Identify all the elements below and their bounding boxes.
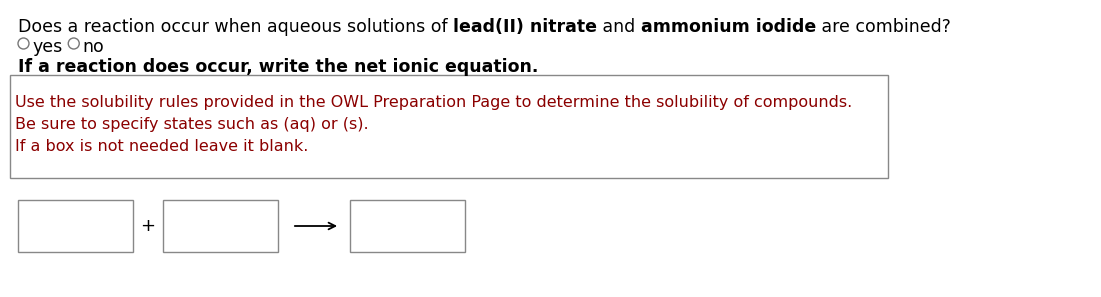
- Bar: [18, 200, 133, 252]
- Text: and: and: [597, 18, 641, 36]
- Text: If a box is not needed leave it blank.: If a box is not needed leave it blank.: [15, 139, 308, 154]
- Text: +: +: [141, 217, 155, 235]
- Bar: [163, 200, 277, 252]
- Text: ammonium iodide: ammonium iodide: [641, 18, 816, 36]
- Bar: [350, 200, 465, 252]
- Text: Be sure to specify states such as (aq) or (s).: Be sure to specify states such as (aq) o…: [15, 117, 369, 132]
- Text: yes: yes: [32, 38, 63, 56]
- Text: Use the solubility rules provided in the OWL Preparation Page to determine the s: Use the solubility rules provided in the…: [15, 95, 852, 110]
- Bar: [10, 75, 889, 178]
- Text: no: no: [83, 38, 103, 56]
- Text: Does a reaction occur when aqueous solutions of: Does a reaction occur when aqueous solut…: [18, 18, 454, 36]
- Text: are combined?: are combined?: [816, 18, 951, 36]
- Text: lead(II) nitrate: lead(II) nitrate: [454, 18, 597, 36]
- Text: If a reaction does occur, write the net ionic equation.: If a reaction does occur, write the net …: [18, 58, 538, 76]
